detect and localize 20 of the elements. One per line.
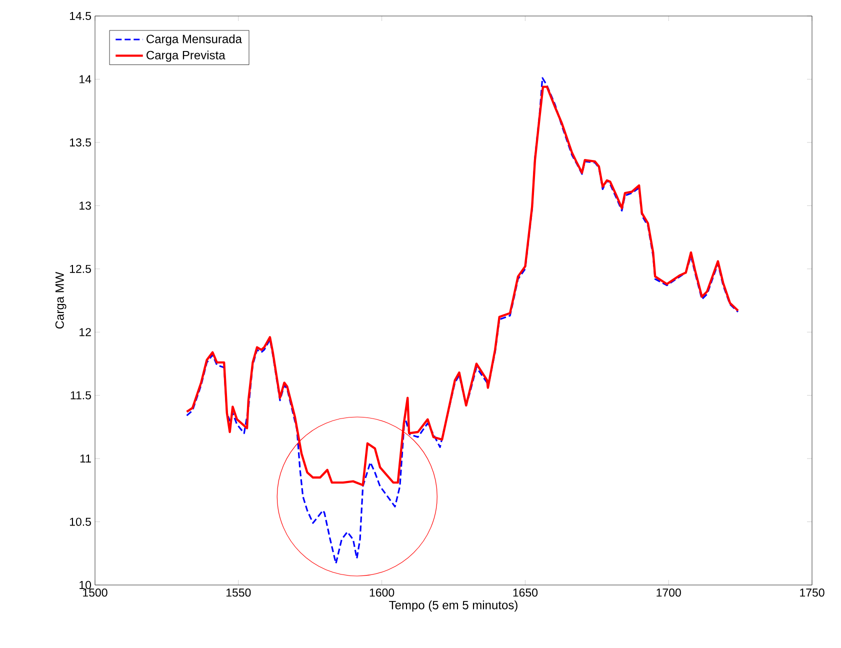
- legend-label: Carga Prevista: [146, 50, 226, 62]
- x-tick-label: 1500: [83, 588, 108, 597]
- y-tick-label: 12: [80, 328, 91, 336]
- x-axis-title: Tempo (5 em 5 minutos): [389, 600, 518, 612]
- y-tick-label: 12.5: [70, 264, 91, 273]
- y-axis-title: Carga MW: [55, 272, 66, 329]
- x-tick-label: 1550: [226, 588, 251, 597]
- x-tick-label: 1600: [370, 588, 394, 597]
- y-tick-label: 11: [80, 454, 91, 463]
- x-tick-label: 1700: [656, 588, 681, 597]
- y-tick-label: 13.5: [70, 138, 91, 147]
- y-tick-label: 13: [80, 202, 91, 210]
- y-tick-label: 10.5: [70, 518, 91, 526]
- y-tick-label: 14: [80, 75, 92, 84]
- x-tick-label: 1650: [513, 588, 538, 597]
- y-tick-label: 11.5: [70, 391, 91, 400]
- y-tick-label: 10: [80, 580, 92, 590]
- legend-label: Carga Mensurada: [146, 34, 242, 46]
- x-tick-label: 1750: [800, 588, 824, 597]
- y-tick-label: 14.5: [70, 12, 91, 20]
